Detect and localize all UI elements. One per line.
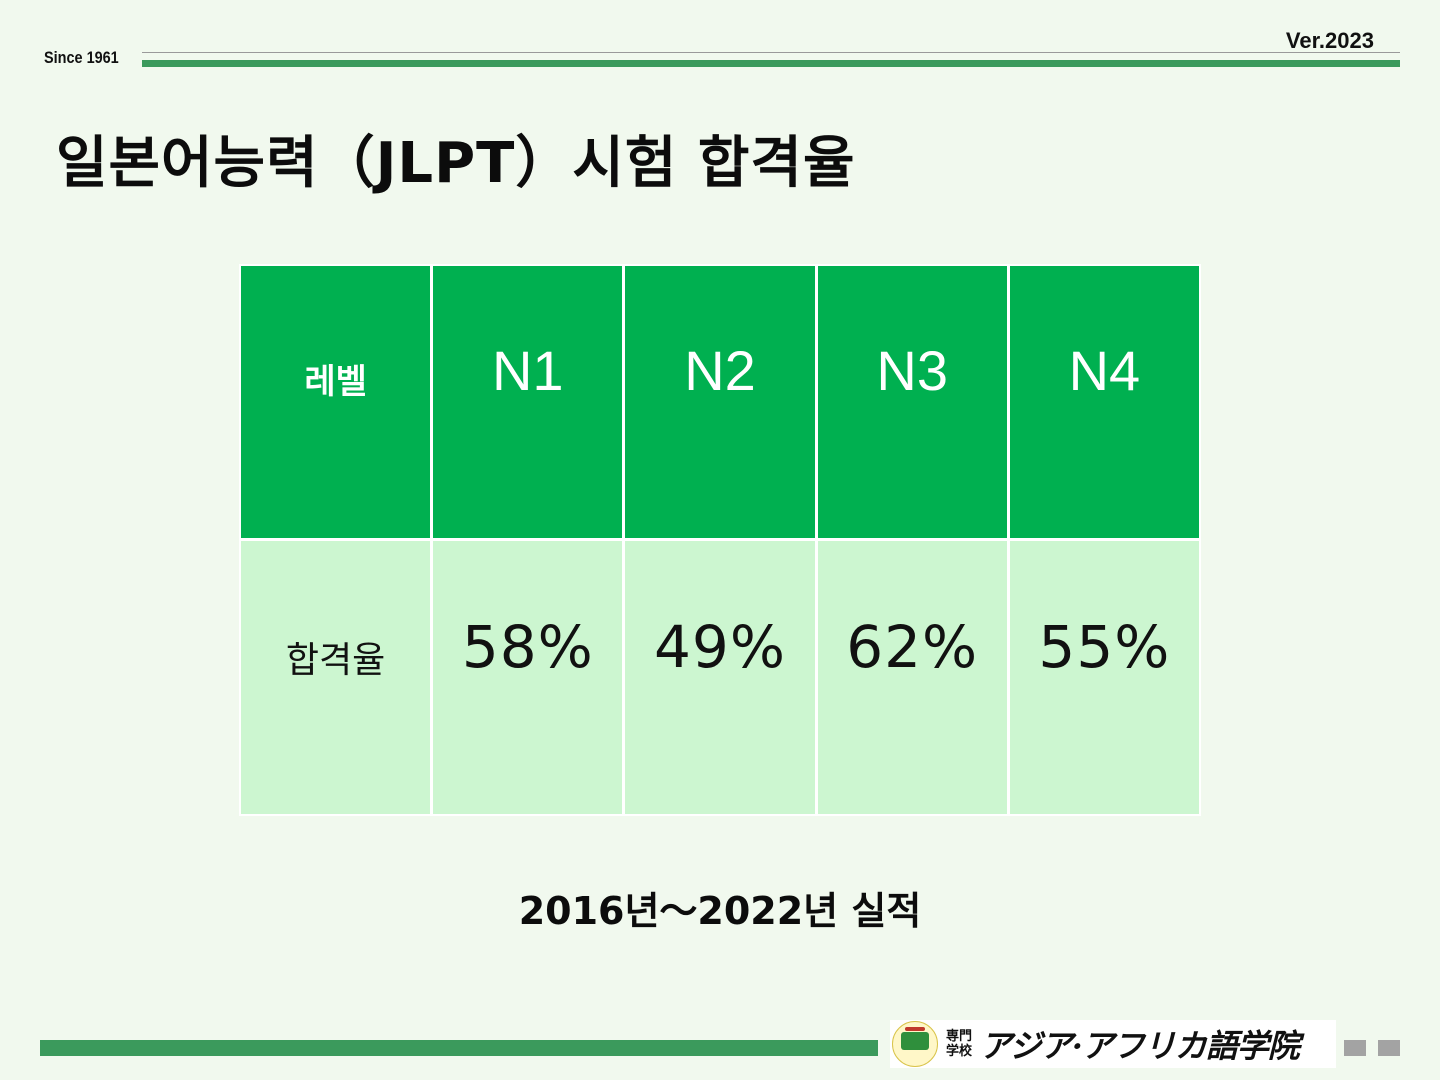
school-logo: 専門 学校 アジア·アフリカ語学院 <box>890 1020 1336 1068</box>
period-note: 2016년～2022년 실적 <box>518 889 922 933</box>
footer-square-2 <box>1378 1040 1400 1056</box>
level-cell-n4: N4 <box>1009 266 1199 538</box>
level-header-cell: 레벨 <box>241 266 431 538</box>
rate-value: 49% <box>654 613 786 681</box>
rate-value: 62% <box>846 613 979 681</box>
level-header-label: 레벨 <box>304 362 367 402</box>
level-cell-n2: N2 <box>625 266 815 538</box>
header-rule-thick <box>142 60 1400 67</box>
header-rule-thin <box>142 52 1400 53</box>
level-label: N2 <box>684 339 756 402</box>
school-name: アジア·アフリカ語学院 <box>980 1027 1300 1065</box>
level-label: N1 <box>491 339 564 402</box>
school-kind: 専門 学校 <box>946 1029 972 1059</box>
rate-value: 55% <box>1038 613 1171 681</box>
level-cell-n1: N1 <box>433 266 623 538</box>
level-label: N3 <box>876 339 948 402</box>
level-label: N4 <box>1068 339 1141 402</box>
rate-cell-n4: 55% <box>1009 541 1199 814</box>
version-label: Ver.2023 <box>1285 28 1374 53</box>
school-emblem-icon <box>892 1021 938 1067</box>
school-kind-line1: 専門 <box>946 1029 973 1044</box>
page-title: 일본어능력（JLPT）시험 합격율 <box>56 131 856 196</box>
footer-bar <box>40 1040 878 1056</box>
since-label: Since 1961 <box>44 48 119 67</box>
rate-row-label: 합격율 <box>285 640 386 681</box>
level-cell-n3: N3 <box>817 266 1007 538</box>
footer-square-1 <box>1344 1040 1366 1056</box>
pass-rate-table: 레벨 N1 N2 N3 N4 합격율 58% 49% 62% 55% <box>239 264 1201 816</box>
school-kind-line2: 学校 <box>946 1044 973 1059</box>
rate-value: 58% <box>461 613 594 681</box>
rate-cell-n3: 62% <box>817 541 1007 814</box>
rate-cell-n1: 58% <box>433 541 623 814</box>
rate-cell-n2: 49% <box>625 541 815 814</box>
rate-row-label-cell: 합격율 <box>241 541 431 814</box>
